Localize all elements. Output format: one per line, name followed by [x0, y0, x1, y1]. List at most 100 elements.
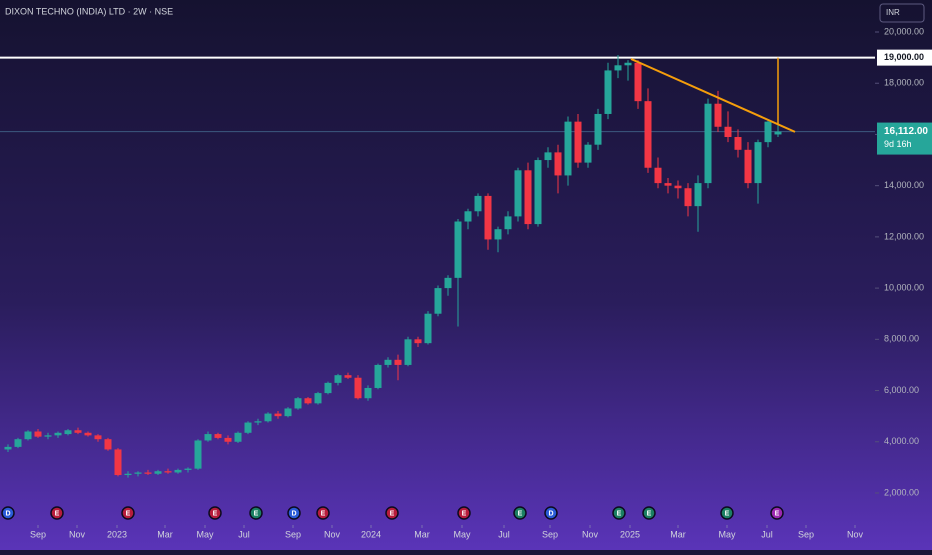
event-marker: [720, 506, 734, 520]
y-tick-label: 12,000.00: [884, 231, 924, 241]
candle-body: [264, 413, 272, 422]
candle-body: [314, 393, 322, 404]
candle-body: [34, 431, 42, 437]
y-tick-label: 10,000.00: [884, 282, 924, 292]
candle-body: [94, 435, 102, 440]
candle-body: [684, 188, 692, 207]
candle-body: [124, 473, 132, 476]
event-marker: [1, 506, 15, 520]
candle-body: [714, 103, 722, 127]
event-label: E: [462, 510, 467, 517]
chart-title: DIXON TECHNO (INDIA) LTD · 2W · NSE: [5, 6, 173, 16]
candle-body: [644, 101, 652, 168]
candle-body: [104, 439, 112, 450]
candle-body: [364, 387, 372, 399]
candle-body: [244, 422, 252, 433]
candle-body: [604, 70, 612, 114]
y-tick-label: 8,000.00: [884, 334, 919, 344]
event-marker: [612, 506, 626, 520]
candle-body: [394, 359, 402, 365]
x-tick-label: Sep: [30, 529, 46, 539]
candle-body: [204, 434, 212, 441]
candle-body: [424, 313, 432, 344]
candle-body: [764, 121, 772, 143]
event-label: D: [5, 510, 10, 517]
candle-body: [654, 167, 662, 184]
x-tick-label: Jul: [761, 529, 773, 539]
level-label: 19,000.00: [884, 52, 924, 62]
candle-body: [4, 446, 12, 450]
candle-body: [154, 471, 162, 474]
event-label: E: [725, 510, 730, 517]
event-marker: [249, 506, 263, 520]
x-tick-label: May: [453, 529, 471, 539]
candle-body: [734, 137, 742, 150]
candle-body: [574, 121, 582, 163]
currency-box[interactable]: [879, 3, 925, 23]
candle-body: [664, 183, 672, 186]
event-marker: [50, 506, 64, 520]
candle-body: [334, 375, 342, 383]
candle-body: [624, 62, 632, 66]
x-tick-label: Nov: [69, 529, 86, 539]
countdown: 9d 16h: [884, 139, 912, 149]
x-tick-label: Mar: [670, 529, 686, 539]
event-marker: [770, 506, 784, 520]
candle-body: [494, 229, 502, 240]
candle-body: [444, 277, 452, 289]
candle-body: [504, 216, 512, 230]
candle-body: [344, 375, 352, 378]
candle-body: [774, 131, 782, 135]
price-label: 16,112.00: [884, 126, 928, 137]
candle-body: [594, 113, 602, 145]
x-tick-label: Mar: [157, 529, 173, 539]
x-tick-label: Mar: [414, 529, 430, 539]
x-tick-label: Sep: [542, 529, 558, 539]
event-marker: [385, 506, 399, 520]
event-marker: [316, 506, 330, 520]
x-tick-label: Sep: [798, 529, 814, 539]
event-label: E: [617, 510, 622, 517]
event-label: E: [775, 510, 780, 517]
event-label: E: [254, 510, 259, 517]
candle-body: [274, 413, 282, 417]
candle-body: [114, 449, 122, 476]
x-tick-label: 2025: [620, 529, 640, 539]
x-tick-label: May: [196, 529, 214, 539]
candle-body: [224, 437, 232, 442]
event-marker: [544, 506, 558, 520]
candle-body: [614, 65, 622, 71]
candle-body: [514, 170, 522, 217]
level-label-box: [877, 49, 932, 66]
y-tick-label: 18,000.00: [884, 78, 924, 88]
candle-body: [234, 432, 242, 442]
candle-body: [524, 170, 532, 225]
x-tick-label: Jul: [238, 529, 250, 539]
candle-body: [304, 398, 312, 404]
candle-body: [454, 221, 462, 278]
x-tick-label: Nov: [582, 529, 599, 539]
x-tick-label: 2024: [361, 529, 381, 539]
candle-body: [464, 211, 472, 222]
x-tick-label: Nov: [324, 529, 341, 539]
currency[interactable]: INR: [886, 8, 900, 17]
event-marker: [208, 506, 222, 520]
candle-body: [194, 440, 202, 469]
candle-body: [634, 62, 642, 102]
x-tick-label: May: [718, 529, 736, 539]
candle-body: [544, 152, 552, 161]
event-label: E: [55, 510, 60, 517]
event-marker: [121, 506, 135, 520]
x-tick-label: 2023: [107, 529, 127, 539]
candle-body: [284, 408, 292, 417]
candle-body: [554, 152, 562, 176]
candle-body: [44, 435, 52, 437]
candle-body: [294, 398, 302, 409]
y-tick-label: 4,000.00: [884, 436, 919, 446]
candle-body: [674, 185, 682, 189]
trendline: [630, 57, 796, 133]
candle-body: [324, 382, 332, 394]
candle-body: [24, 431, 32, 440]
candle-body: [374, 364, 382, 388]
